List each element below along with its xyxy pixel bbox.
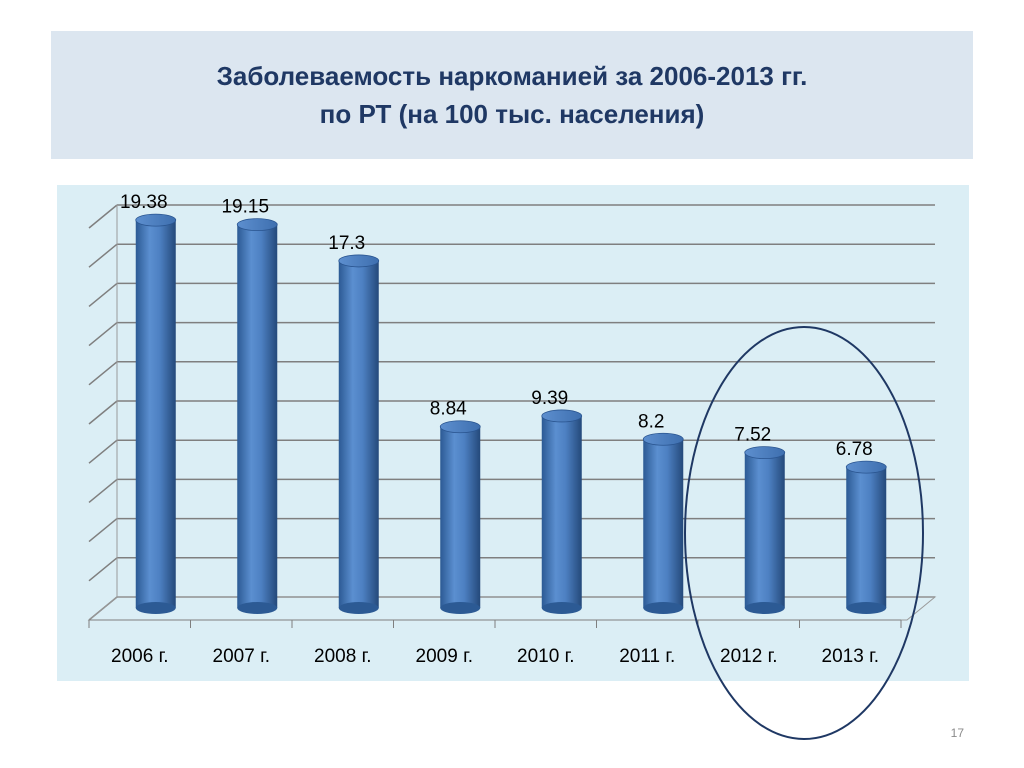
slide-title-line-1: Заболеваемость наркоманией за 2006-2013 … (216, 61, 808, 91)
bar-body (135, 220, 176, 609)
bar-body (643, 439, 684, 608)
x-tick-label: 2006 г. (111, 646, 168, 667)
x-axis: 2006 г. 2007 г. 2008 г. 2009 г. 2010 г. 2011 … (88, 619, 902, 667)
x-tick-label: 2012 г. (720, 646, 777, 667)
bar-2011г (642, 432, 684, 614)
highlight-ellipse (684, 326, 924, 740)
bar-body (541, 415, 582, 608)
bar-base (135, 602, 176, 614)
highlight-ellipse (684, 326, 924, 740)
data-label: 7.52 (734, 425, 771, 446)
bars (135, 213, 887, 614)
gridline-wall (88, 557, 118, 582)
data-label: 19.15 (221, 197, 269, 218)
data-label: 8.84 (430, 399, 467, 420)
floor (87, 596, 937, 621)
gridline-wall (88, 361, 118, 386)
bar-body (338, 260, 379, 608)
bar-cap (439, 420, 481, 434)
bar-body (744, 452, 785, 608)
x-tick-label: 2011 г. (619, 646, 675, 667)
bar-cap (236, 218, 278, 232)
bar-base (440, 602, 481, 614)
bar-body (440, 426, 481, 608)
bar-cap (744, 446, 786, 460)
x-tick-label: 2007 г. (213, 646, 270, 667)
bar-cap (135, 213, 177, 227)
x-tick-label: 2008 г. (314, 646, 371, 667)
gridline-wall (88, 204, 118, 229)
page-number: 17 (950, 726, 964, 740)
bar-2009г (439, 420, 481, 614)
bar-2010г (541, 409, 583, 614)
data-labels: 19.38 19.15 17.3 8.84 9.39 8.2 7.52 6.78 (120, 192, 873, 460)
bar-base (643, 602, 684, 614)
data-label: 8.2 (638, 411, 664, 432)
gridline-wall (88, 243, 118, 268)
gridline-wall (88, 322, 118, 347)
bar-cap (338, 254, 380, 268)
gridline-wall (88, 478, 118, 503)
gridlines (87, 204, 937, 621)
data-label: 19.38 (120, 192, 168, 213)
bar-body (237, 224, 278, 608)
x-tick-label: 2013 г. (822, 646, 879, 667)
data-label: 9.39 (531, 388, 568, 409)
slide-title-line-2: по РТ (на 100 тыс. населения) (319, 99, 705, 129)
gridline-wall (88, 400, 118, 425)
gridline-wall (88, 518, 118, 543)
bar-base (338, 602, 379, 614)
bar-cap (541, 409, 583, 423)
data-label: 17.3 (328, 233, 365, 254)
chart-area (57, 185, 969, 681)
bar-2008г (338, 254, 380, 614)
gridline-wall (88, 439, 118, 464)
x-tick-label: 2010 г. (517, 646, 574, 667)
bar-cap (642, 432, 684, 446)
x-tick-label: 2009 г. (416, 646, 473, 667)
data-label: 6.78 (836, 439, 873, 460)
bar-2012г (744, 446, 786, 614)
bar-body (846, 467, 887, 608)
bar-2006г (135, 213, 177, 614)
bar-base (541, 602, 582, 614)
bar-cap (845, 460, 887, 474)
bar-base (846, 602, 887, 614)
bar-2013г (845, 460, 887, 614)
title-box: Заболеваемость наркоманией за 2006-2013 … (51, 31, 973, 159)
bar-2007г (236, 218, 278, 614)
bar-base (237, 602, 278, 614)
gridline-wall (88, 282, 118, 307)
bar-base (744, 602, 785, 614)
